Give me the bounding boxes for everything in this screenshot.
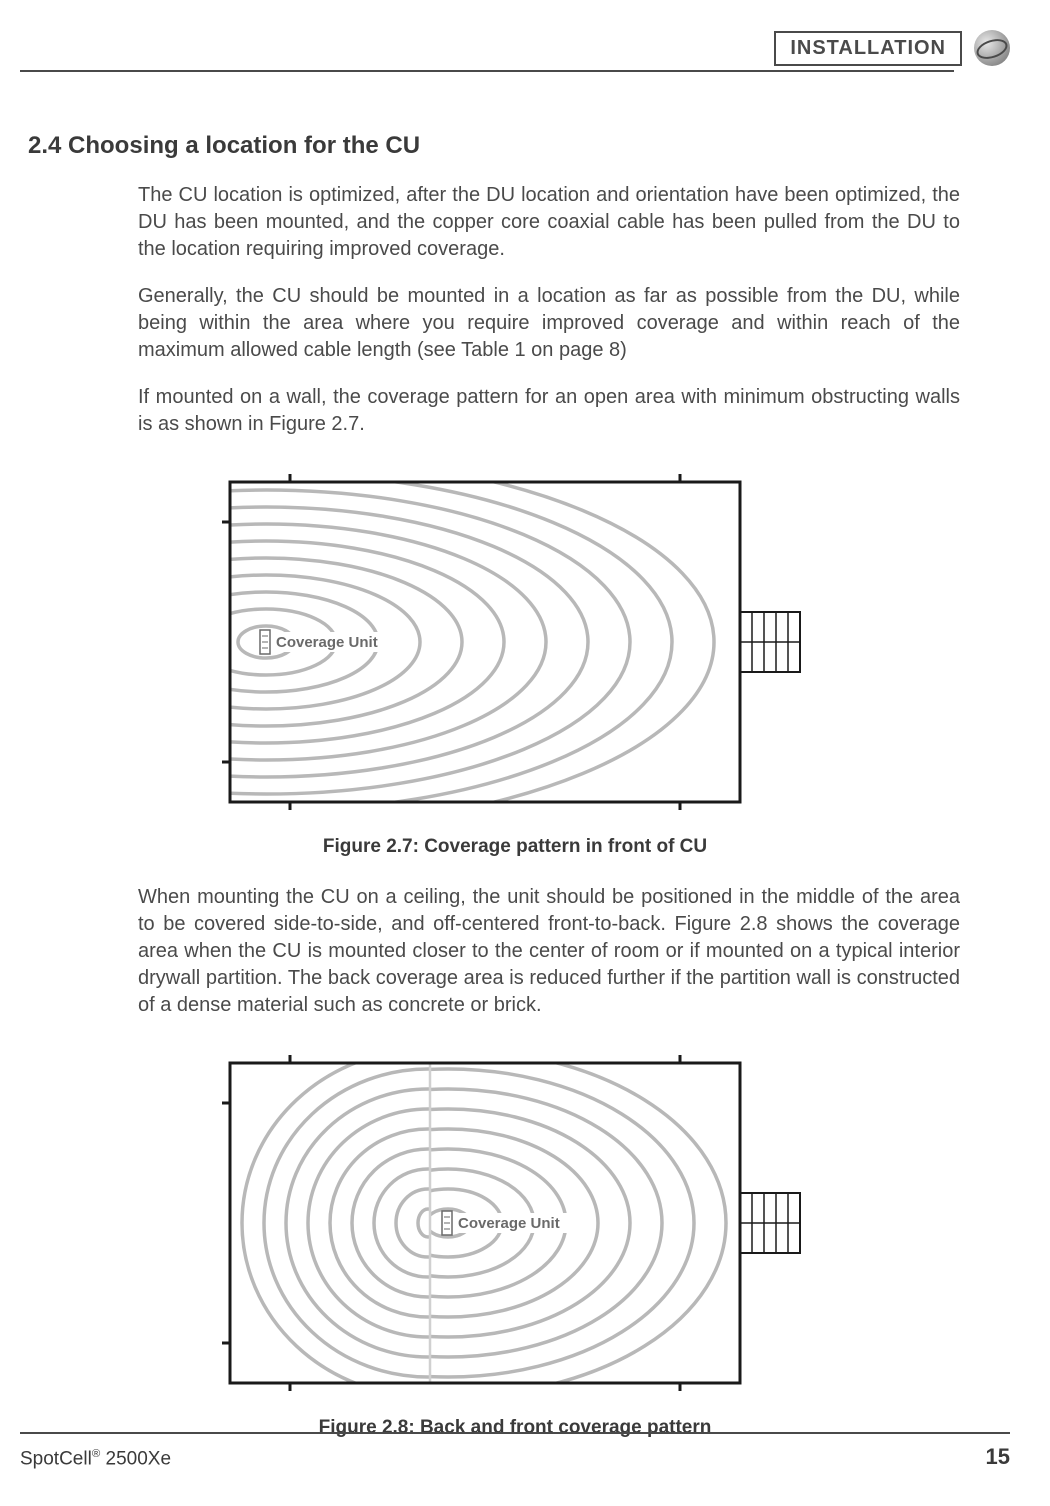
figure-2-7-diagram: Coverage Unit — [220, 472, 810, 822]
footer-product: SpotCell® 2500Xe — [20, 1448, 171, 1470]
registered-mark: ® — [92, 1448, 100, 1460]
footer-row: SpotCell® 2500Xe 15 — [20, 1444, 1010, 1470]
footer-product-suffix: 2500Xe — [100, 1448, 171, 1469]
section-label-box: INSTALLATION — [774, 31, 962, 66]
svg-text:Coverage Unit: Coverage Unit — [276, 634, 378, 651]
paragraph-4: When mounting the CU on a ceiling, the u… — [138, 884, 960, 1019]
page-header: INSTALLATION — [20, 30, 1010, 66]
paragraph-3: If mounted on a wall, the coverage patte… — [138, 384, 960, 438]
section-heading: 2.4 Choosing a location for the CU — [28, 132, 1010, 160]
page-footer: SpotCell® 2500Xe 15 — [20, 1432, 1010, 1470]
figure-2-7-container: Coverage Unit — [20, 472, 1010, 822]
page-number: 15 — [986, 1444, 1010, 1470]
paragraph-2: Generally, the CU should be mounted in a… — [138, 283, 960, 364]
figure-2-8-container: Coverage Unit — [20, 1053, 1010, 1403]
section-label: INSTALLATION — [790, 37, 946, 59]
footer-product-prefix: SpotCell — [20, 1448, 92, 1469]
figure-2-8-diagram: Coverage Unit — [220, 1053, 810, 1403]
globe-logo-icon — [974, 30, 1010, 66]
figure-2-7-caption: Figure 2.7: Coverage pattern in front of… — [20, 836, 1010, 858]
footer-rule — [20, 1432, 1010, 1434]
paragraph-1: The CU location is optimized, after the … — [138, 182, 960, 263]
header-rule — [20, 70, 954, 72]
svg-text:Coverage Unit: Coverage Unit — [458, 1215, 560, 1232]
